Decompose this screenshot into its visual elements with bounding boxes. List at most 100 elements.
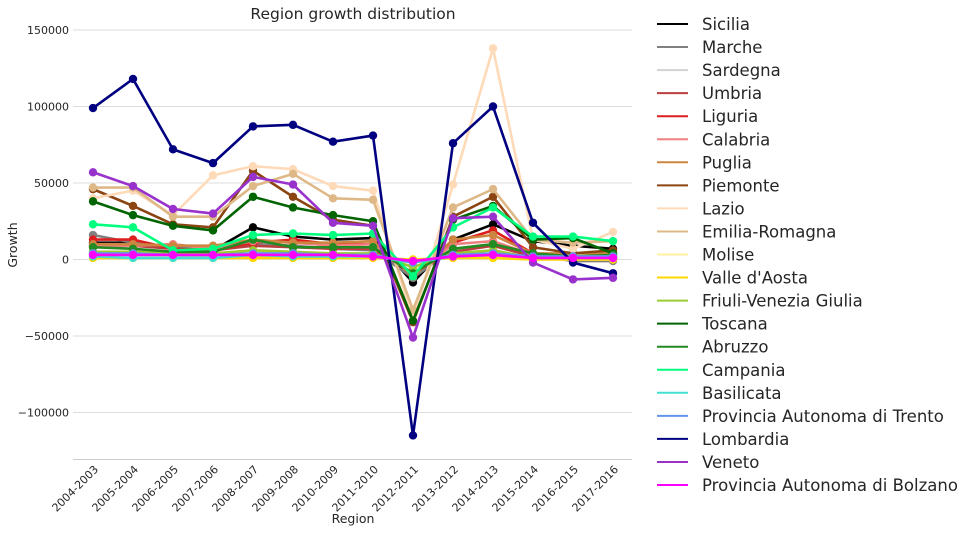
data-point [288, 250, 298, 260]
data-point [288, 180, 298, 189]
data-point [248, 172, 258, 182]
data-point [208, 209, 218, 218]
data-point [368, 221, 378, 231]
data-point [408, 272, 418, 281]
legend-label: Puglia [702, 153, 752, 172]
legend-item: Lazio [657, 199, 745, 218]
y-tick-label: −100000 [18, 407, 69, 420]
data-point [368, 243, 378, 252]
series-line [92, 195, 614, 323]
data-point [488, 44, 498, 53]
legend-label: Molise [702, 246, 754, 265]
data-point [408, 333, 418, 342]
data-point [208, 158, 218, 168]
legend-label: Piemonte [702, 176, 780, 195]
data-point [408, 316, 418, 325]
data-point [288, 243, 298, 252]
legend-label: Friuli-Venezia Giulia [702, 292, 863, 311]
data-point [488, 184, 498, 194]
legend-item: Umbria [657, 84, 762, 103]
series-line [92, 206, 614, 278]
data-point [248, 122, 258, 131]
legend-item: Calabria [657, 130, 770, 149]
data-point [488, 240, 498, 249]
data-point [448, 139, 458, 148]
data-point [88, 220, 98, 229]
series-veneto [88, 168, 618, 342]
data-point [528, 253, 538, 263]
x-axis-ticks: 2004-20032005-20042006-20052007-20062008… [50, 463, 622, 515]
series-line [92, 238, 614, 275]
data-point [328, 230, 338, 240]
series-lazio [88, 44, 618, 324]
legend-item: Abruzzo [657, 338, 768, 357]
data-point [248, 223, 258, 232]
legend-item: Valle d'Aosta [657, 269, 808, 288]
chart-title: Region growth distribution [250, 5, 455, 23]
data-point [488, 203, 498, 212]
y-axis-ticks: 150000 100000 50000 0 −50000 −100000 [18, 24, 69, 420]
data-point [488, 192, 498, 201]
data-point [288, 203, 298, 212]
data-point [288, 192, 298, 201]
x-axis-title: Region [332, 511, 375, 526]
data-point [208, 171, 218, 180]
data-point [448, 213, 458, 223]
data-point [368, 195, 378, 205]
legend-item: Marche [657, 38, 762, 57]
data-point [208, 244, 218, 253]
legend-label: Veneto [702, 453, 759, 472]
data-point [528, 218, 538, 227]
legend-label: Liguria [702, 107, 758, 126]
data-point [248, 161, 258, 171]
data-point [128, 181, 138, 191]
data-point [328, 181, 338, 191]
data-point [448, 180, 458, 189]
data-point [408, 256, 418, 266]
data-point [488, 102, 498, 111]
legend-item: Puglia [657, 153, 752, 172]
data-point [328, 137, 338, 146]
data-point [328, 218, 338, 227]
y-tick-label: −50000 [25, 330, 69, 343]
data-point [528, 243, 538, 252]
legend-label: Provincia Autonoma di Bolzano [702, 476, 958, 495]
legend-label: Basilicata [702, 384, 782, 403]
legend-label: Marche [702, 38, 762, 57]
legend-label: Valle d'Aosta [702, 269, 808, 288]
legend-item: Basilicata [657, 384, 782, 403]
data-point [288, 120, 298, 130]
legend-item: Sicilia [657, 15, 750, 34]
data-point [408, 431, 418, 440]
data-point [248, 192, 258, 201]
legend-item: Sardegna [657, 61, 781, 80]
data-point [208, 250, 218, 260]
data-point [128, 210, 138, 220]
series-campania [88, 203, 618, 281]
data-point [608, 273, 618, 283]
legend-label: Lazio [702, 199, 745, 218]
legend-label: Sicilia [702, 15, 750, 34]
series-line [92, 47, 614, 321]
gridlines [73, 29, 632, 413]
data-point [448, 244, 458, 253]
data-point [608, 236, 618, 246]
data-point [368, 252, 378, 261]
data-point [488, 220, 498, 229]
y-axis-title: Growth [5, 222, 20, 267]
legend-label: Toscana [701, 315, 768, 334]
data-point [328, 243, 338, 252]
data-point [328, 250, 338, 260]
legend-label: Calabria [702, 130, 770, 149]
data-point [328, 210, 338, 220]
data-point [248, 250, 258, 260]
data-point [88, 168, 98, 177]
data-point [488, 230, 498, 240]
data-point [568, 232, 578, 241]
data-point [168, 145, 178, 154]
data-point [488, 250, 498, 260]
legend-item: Emilia-Romagna [657, 222, 836, 241]
data-point [88, 197, 98, 206]
y-tick-label: 0 [62, 254, 69, 267]
